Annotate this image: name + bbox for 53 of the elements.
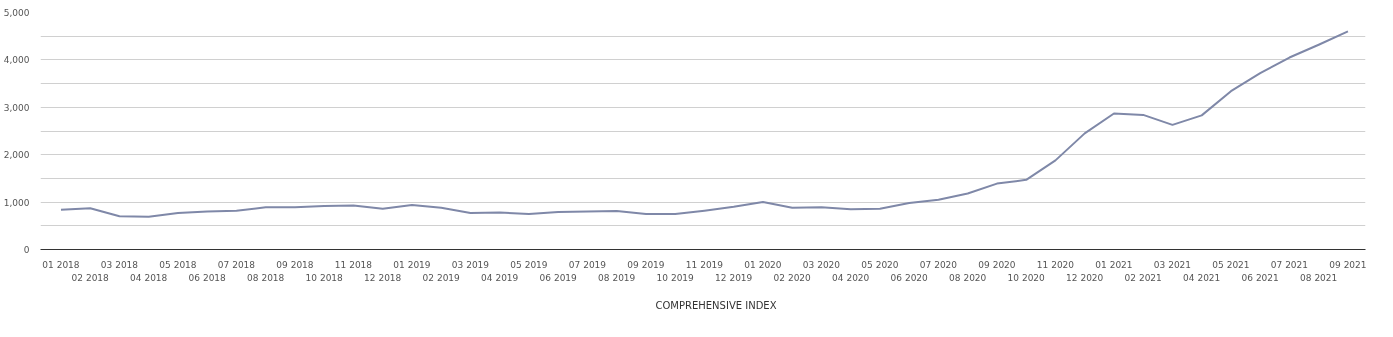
y-tick-label: 5,000 (3, 8, 30, 18)
x-tick-label: 06 2020 (890, 272, 929, 283)
x-tick-label: 06 2021 (1241, 272, 1279, 283)
x-tick-label: 07 2018 (217, 259, 256, 270)
x-tick-label: 04 2019 (481, 272, 519, 283)
x-tick-label: 04 2021 (1183, 272, 1221, 283)
x-tick-label: 12 2018 (364, 272, 402, 283)
x-tick-label: 09 2018 (276, 259, 314, 270)
x-tick-label: 10 2019 (656, 272, 695, 283)
x-tick-label: 03 2020 (802, 259, 841, 270)
x-tick-label: 09 2021 (1329, 259, 1367, 270)
text: COMPREHENSIVE INDEX (655, 299, 777, 311)
x-tick-label: 12 2020 (1066, 272, 1104, 283)
y-tick-label: 2,000 (3, 150, 30, 161)
x-tick-label: 05 2021 (1212, 259, 1250, 270)
x-tick-label: 02 2018 (71, 272, 110, 283)
x-tick-label: 01 2020 (744, 259, 782, 270)
y-tick-label: 1,000 (3, 197, 30, 208)
x-tick-label: 12 2019 (715, 272, 753, 283)
x-tick-label: 03 2018 (100, 259, 139, 270)
x-tick-label: 11 2020 (1036, 259, 1075, 270)
x-tick-label: 11 2019 (685, 259, 724, 270)
x-tick-label: 08 2020 (949, 272, 987, 283)
x-tick-label: 07 2020 (919, 259, 958, 270)
x-tick-label: 07 2019 (568, 259, 607, 270)
x-tick-label: 08 2021 (1300, 272, 1338, 283)
x-tick-label: 04 2020 (832, 272, 870, 283)
x-tick-label: 08 2019 (598, 272, 636, 283)
x-tick-label: 01 2019 (393, 259, 431, 270)
x-tick-label: 08 2018 (247, 272, 285, 283)
x-tick-label: 05 2018 (159, 259, 197, 270)
x-tick-label: 09 2020 (978, 259, 1016, 270)
x-tick-label: 04 2018 (130, 272, 168, 283)
x-tick-label: 10 2018 (305, 272, 344, 283)
x-tick-label: 05 2020 (861, 259, 899, 270)
x-tick-label: 10 2020 (1007, 272, 1046, 283)
x-tick-label: 06 2019 (539, 272, 578, 283)
y-tick-label: 3,000 (3, 102, 30, 113)
x-tick-label: 03 2021 (1153, 259, 1192, 270)
x-tick-label: 02 2021 (1124, 272, 1162, 283)
x-tick-label: 01 2018 (42, 259, 80, 270)
line-series (59, 30, 1349, 218)
x-tick-label: 06 2018 (188, 272, 227, 283)
x-tick-label: 01 2021 (1095, 259, 1133, 270)
x-tick-label: 02 2019 (422, 272, 461, 283)
x-tick-label: 05 2019 (510, 259, 548, 270)
y-tick-label: 0 (23, 245, 30, 255)
x-tick-label: 11 2018 (334, 259, 373, 270)
x-tick-label: 07 2021 (1270, 259, 1309, 270)
x-tick-label: 03 2019 (451, 259, 490, 270)
x-tick-label: 02 2020 (773, 272, 812, 283)
y-tick-label: 4,000 (3, 55, 30, 66)
x-tick-label: 09 2019 (627, 259, 665, 270)
